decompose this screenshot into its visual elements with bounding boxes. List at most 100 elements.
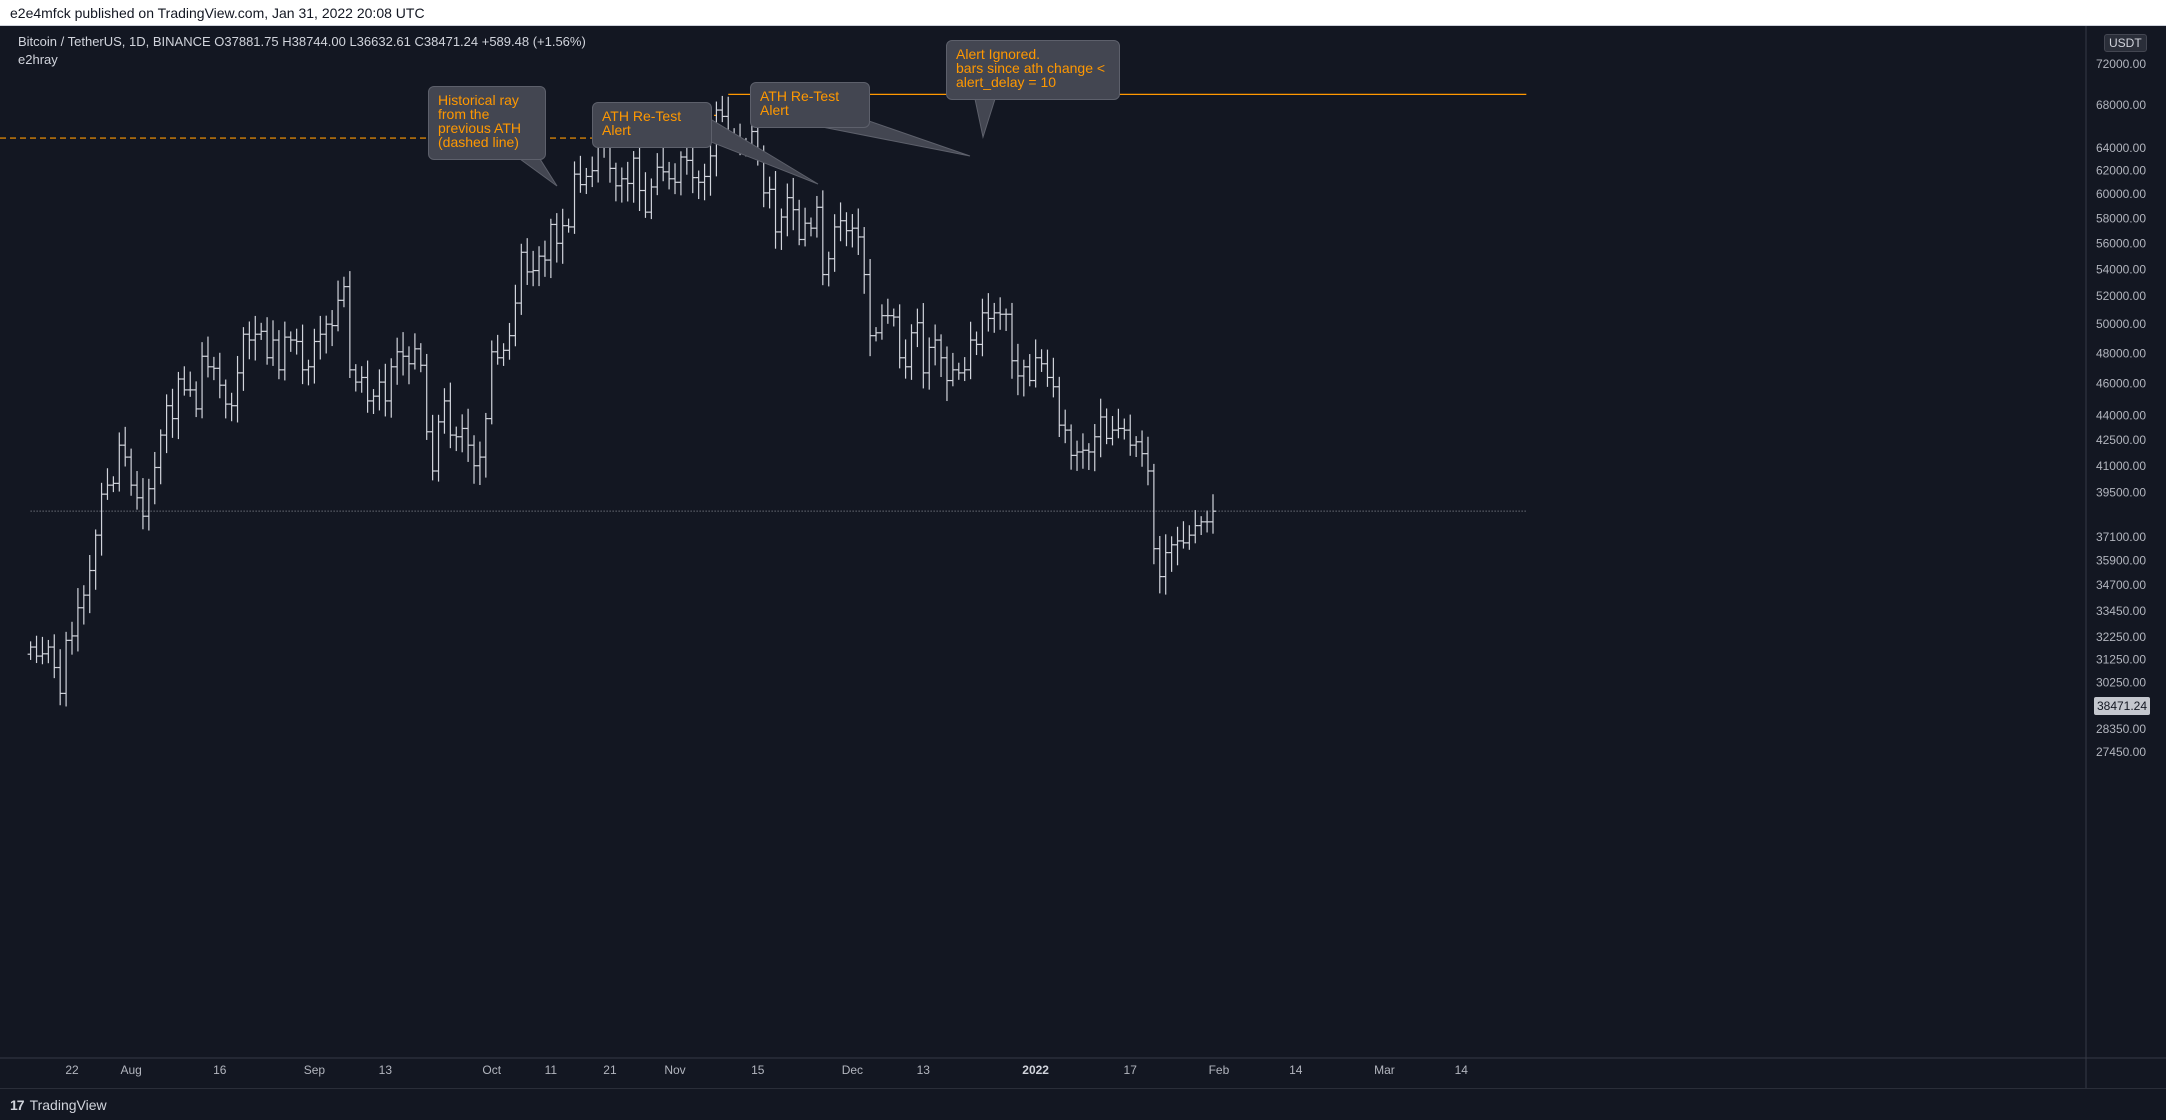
ohlc-bar: [39, 636, 46, 665]
ohlc-bar: [346, 271, 353, 378]
x-tick-label: Sep: [304, 1063, 326, 1077]
y-tick-label: 48000.00: [2096, 346, 2146, 360]
ohlc-bar: [518, 243, 525, 315]
ohlc-bar: [476, 441, 483, 485]
x-tick-label: Dec: [842, 1063, 863, 1077]
ohlc-bar: [683, 145, 690, 175]
ohlc-bar: [967, 321, 974, 380]
ohlc-bar: [802, 207, 809, 247]
ohlc-bar: [1003, 308, 1010, 332]
ohlc-bar: [666, 161, 673, 190]
ohlc-bar: [104, 468, 111, 500]
ohlc-bar: [275, 330, 282, 380]
ohlc-bar: [92, 529, 99, 590]
ohlc-bar: [411, 333, 418, 370]
ohlc-bar: [618, 167, 625, 203]
ohlc-bar: [447, 382, 454, 449]
ohlc-bar: [1168, 536, 1175, 572]
ohlc-bar: [790, 177, 797, 231]
ohlc-bar: [778, 208, 785, 250]
ohlc-bar: [459, 414, 466, 453]
ohlc-bar: [1056, 376, 1063, 438]
ohlc-bar: [784, 183, 791, 237]
ohlc-bar: [559, 208, 566, 264]
ohlc-bar: [234, 355, 241, 423]
x-tick-label: 22: [65, 1063, 79, 1077]
y-tick-label: 58000.00: [2096, 211, 2146, 225]
ohlc-bar: [884, 298, 891, 324]
ohlc-bar: [837, 202, 844, 242]
x-tick-label: 14: [1289, 1063, 1303, 1077]
ohlc-bar: [1109, 415, 1116, 446]
ohlc-bar: [400, 332, 407, 376]
x-tick-label: 21: [603, 1063, 617, 1077]
callout-line: previous ATH: [438, 120, 521, 136]
y-tick-label: 39500.00: [2096, 485, 2146, 499]
ohlc-bar: [376, 369, 383, 411]
ohlc-bar: [151, 451, 158, 505]
y-tick-label: 56000.00: [2096, 236, 2146, 250]
ohlc-bar: [524, 238, 531, 285]
ohlc-bar: [86, 555, 93, 614]
x-tick-label: Mar: [1374, 1063, 1395, 1077]
ohlc-bar: [358, 366, 365, 393]
ohlc-bar: [979, 298, 986, 357]
callout-pointer: [518, 158, 558, 187]
ohlc-bar: [672, 163, 679, 195]
ohlc-bar: [270, 320, 277, 366]
ohlc-bar: [281, 321, 288, 381]
y-tick-label: 33450.00: [2096, 604, 2146, 618]
ohlc-bar: [1074, 440, 1081, 471]
ohlc-bar: [949, 352, 956, 387]
ohlc-bar: [719, 95, 726, 123]
ohlc-bar: [134, 471, 141, 510]
ohlc-bar: [51, 634, 58, 679]
ohlc-bar: [382, 363, 389, 417]
ohlc-bar: [74, 588, 81, 652]
x-tick-label: 11: [545, 1063, 558, 1077]
y-tick-label: 52000.00: [2096, 289, 2146, 303]
ohlc-bar: [997, 297, 1004, 330]
y-tick-label: 50000.00: [2096, 317, 2146, 331]
ohlc-bar: [210, 356, 217, 381]
y-tick-label: 72000.00: [2096, 57, 2146, 71]
ohlc-bar: [1068, 424, 1075, 470]
ohlc-bar: [1150, 463, 1157, 565]
ohlc-bar: [991, 302, 998, 333]
ohlc-bar: [163, 394, 170, 454]
symbol-info: Bitcoin / TetherUS, 1D, BINANCE O37881.7…: [18, 34, 586, 49]
x-tick-label: 17: [1124, 1063, 1138, 1077]
ohlc-bar: [583, 167, 590, 195]
publish-bar: e2e4mfck published on TradingView.com, J…: [0, 0, 2166, 26]
ohlc-bar: [553, 213, 560, 263]
ohlc-bar: [825, 251, 832, 287]
ohlc-bar: [335, 280, 342, 332]
ohlc-bar: [311, 328, 318, 384]
ohlc-bar: [181, 366, 188, 396]
ohlc-bar: [139, 478, 146, 530]
callout-line: Historical ray: [438, 92, 519, 108]
ohlc-bar: [1091, 424, 1098, 472]
ohlc-bar: [1062, 409, 1069, 444]
ohlc-bar: [985, 293, 992, 332]
ohlc-bar: [878, 304, 885, 340]
ohlc-bar: [417, 343, 424, 373]
indicator-name[interactable]: e2hray: [18, 52, 58, 67]
ohlc-bar: [660, 147, 667, 182]
callout-alert-ignored: Alert Ignored. bars since ath change < a…: [946, 40, 1120, 100]
callout-line: Alert: [602, 122, 631, 138]
ohlc-bar: [707, 137, 714, 196]
x-tick-label: Aug: [120, 1063, 141, 1077]
ohlc-bar: [831, 214, 838, 272]
brand[interactable]: 17 TradingView: [10, 1097, 107, 1113]
ohlc-bar: [1204, 510, 1211, 533]
ohlc-bar: [465, 408, 472, 462]
callout-pointer: [974, 98, 996, 139]
ohlc-bar: [287, 331, 294, 352]
currency-unit-badge[interactable]: USDT: [2104, 34, 2147, 52]
y-tick-label: 68000.00: [2096, 98, 2146, 112]
ohlc-bar: [861, 227, 868, 294]
callout-line: bars since ath change <: [956, 60, 1106, 76]
ohlc-bar: [500, 343, 507, 366]
